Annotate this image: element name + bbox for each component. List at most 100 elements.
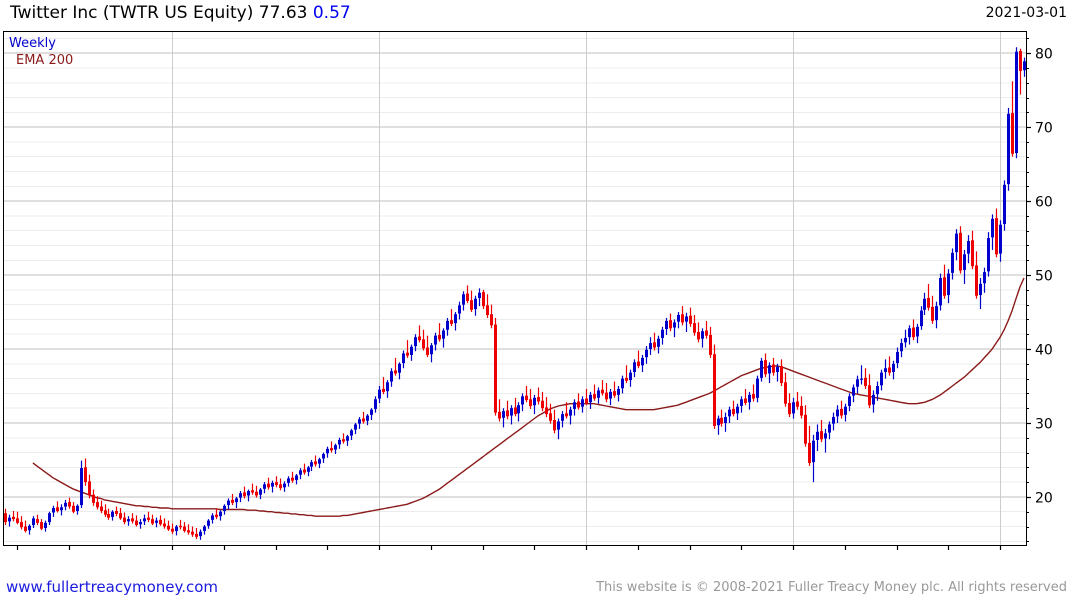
candle-body — [947, 273, 950, 296]
candle-body — [701, 331, 704, 339]
candle-body — [868, 385, 871, 406]
candlestick-series — [4, 47, 1026, 540]
as-of-date: 2021-03-01 — [985, 5, 1067, 21]
candle-body — [303, 469, 306, 473]
candle-body — [187, 530, 190, 533]
candle-body — [553, 420, 556, 431]
candle-body — [521, 396, 524, 405]
candle-body — [40, 522, 43, 529]
candle-body — [788, 403, 791, 415]
ema-200-path — [32, 277, 1025, 517]
candle-body — [673, 322, 676, 328]
candle-body — [466, 293, 469, 301]
candle-body — [4, 513, 7, 523]
candle-body — [912, 327, 915, 338]
candle-body — [231, 499, 234, 503]
candle-body — [450, 320, 453, 324]
grid-lines — [3, 31, 1026, 545]
candle-body — [219, 511, 222, 517]
chart-canvas[interactable]: 20304050607080AprJulOct2017AprJulOct2018… — [0, 28, 1075, 550]
candle-body — [951, 252, 954, 273]
candle-body — [529, 399, 532, 406]
candle-body — [183, 526, 186, 531]
candle-body — [999, 224, 1002, 254]
candle-body — [418, 336, 421, 341]
candle-body — [657, 338, 660, 347]
page-title: Twitter Inc (TWTR US Equity) 77.63 0.57 — [10, 3, 351, 23]
candle-body — [860, 378, 863, 380]
candle-body — [872, 394, 875, 405]
candle-body — [12, 516, 15, 520]
candle-body — [784, 382, 787, 404]
candle-body — [147, 517, 150, 520]
candle-body — [44, 522, 47, 528]
candle-body — [318, 459, 321, 464]
candle-body — [884, 368, 887, 372]
candle-body — [844, 406, 847, 415]
candle-body — [104, 510, 107, 515]
last-price: 77.63 — [258, 3, 308, 23]
y-axis-tick-label: 80 — [1035, 47, 1053, 63]
candle-body — [804, 414, 807, 444]
candle-body — [458, 305, 461, 314]
site-url-link[interactable]: www.fullertreacymoney.com — [6, 578, 219, 596]
candle-body — [486, 305, 489, 315]
price-chart[interactable]: 20304050607080AprJulOct2017AprJulOct2018… — [0, 28, 1075, 550]
candle-body — [732, 408, 735, 415]
candle-body — [820, 431, 823, 440]
candle-body — [199, 531, 202, 537]
candle-body — [255, 491, 258, 496]
candle-body — [267, 483, 270, 488]
candle-body — [920, 310, 923, 327]
candle-body — [295, 475, 298, 480]
instrument-name: Twitter Inc (TWTR US Equity) — [10, 3, 254, 23]
candle-body — [362, 418, 365, 422]
candle-body — [227, 500, 230, 506]
candle-body — [48, 513, 51, 523]
candle-body — [876, 385, 879, 395]
candle-body — [709, 334, 712, 355]
candle-body — [366, 415, 369, 421]
candle-body — [422, 339, 425, 349]
candle-body — [494, 324, 497, 413]
copyright-notice: This website is © 2008-2021 Fuller Treac… — [596, 580, 1067, 595]
candle-body — [100, 506, 103, 511]
ema-200-line — [32, 277, 1025, 517]
candle-body — [16, 518, 19, 523]
legend-interval-label: Weekly — [9, 36, 56, 51]
candle-body — [36, 519, 39, 523]
candle-body — [68, 502, 71, 507]
candle-body — [24, 526, 27, 531]
candle-body — [84, 467, 87, 483]
candle-body — [983, 272, 986, 284]
candle-body — [605, 392, 608, 400]
candle-body — [374, 399, 377, 409]
candle-body — [394, 370, 397, 374]
candle-body — [935, 306, 938, 321]
candle-body — [744, 398, 747, 404]
candle-body — [414, 337, 417, 347]
candle-body — [390, 371, 393, 382]
candle-body — [131, 518, 134, 522]
candle-body — [478, 292, 481, 298]
candle-body — [92, 494, 95, 503]
chart-legend: Weekly EMA 200 — [9, 36, 73, 68]
candle-body — [80, 468, 83, 506]
candle-body — [275, 482, 278, 486]
candle-body — [474, 298, 477, 310]
candle-body — [836, 409, 839, 417]
candle-body — [259, 489, 262, 495]
candle-body — [900, 343, 903, 352]
chart-header: Twitter Inc (TWTR US Equity) 77.63 0.57 … — [0, 0, 1075, 30]
candle-body — [139, 522, 142, 525]
candle-body — [28, 525, 31, 531]
candle-body — [167, 525, 170, 530]
candle-body — [832, 417, 835, 424]
candle-body — [163, 523, 166, 527]
candle-body — [307, 467, 310, 472]
candle-body — [334, 445, 337, 450]
candle-body — [386, 382, 389, 392]
candle-body — [410, 346, 413, 355]
candle-body — [955, 233, 958, 253]
